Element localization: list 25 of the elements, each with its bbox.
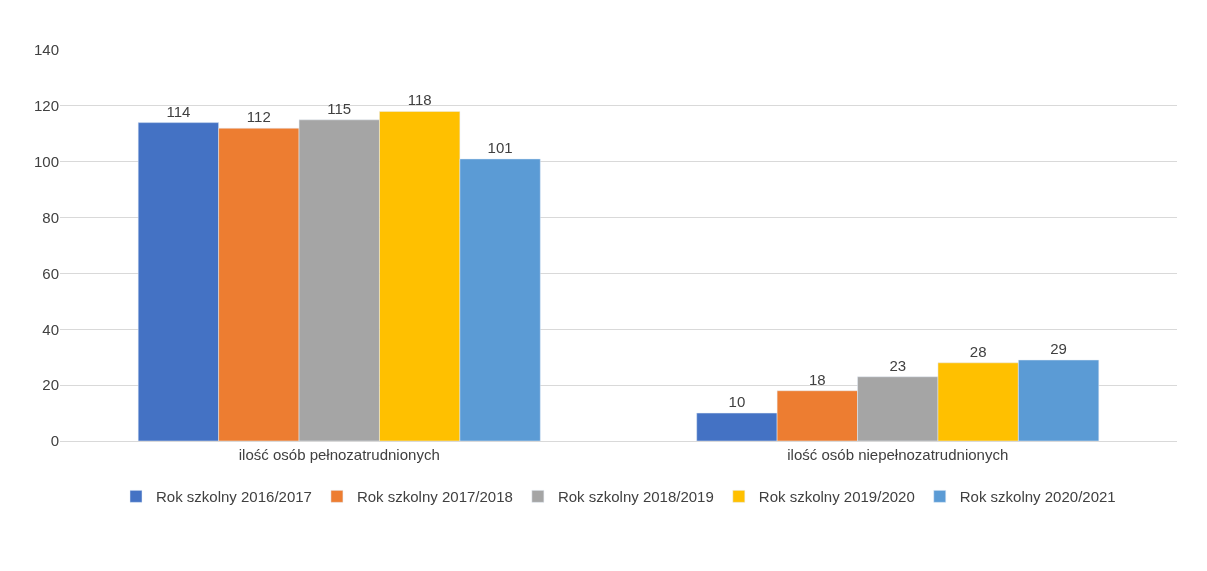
x-tick-label: ilość osób pełnozatrudnionych xyxy=(238,446,440,463)
legend-label: Rok szkolny 2019/2020 xyxy=(758,488,915,506)
y-tick-label: 120 xyxy=(33,97,59,115)
legend-label: Rok szkolny 2016/2017 xyxy=(156,488,312,506)
y-tick-label: 0 xyxy=(50,432,59,450)
y-tick-label: 140 xyxy=(33,41,59,59)
legend-label: Rok szkolny 2020/2021 xyxy=(959,488,1116,506)
y-tick-label: 100 xyxy=(33,152,59,170)
data-label: 118 xyxy=(407,91,432,109)
data-label: 29 xyxy=(1050,340,1067,358)
x-tick-label: ilość osób niepełnozatrudnionych xyxy=(787,446,1009,463)
data-label: 114 xyxy=(166,102,191,120)
data-label: 112 xyxy=(246,108,271,126)
data-label: 28 xyxy=(969,342,987,360)
data-label: 10 xyxy=(728,393,746,411)
data-label: 18 xyxy=(808,370,826,388)
data-label: 115 xyxy=(327,99,352,117)
legend-label: Rok szkolny 2017/2018 xyxy=(356,488,513,506)
y-tick-label: 80 xyxy=(42,208,59,226)
data-label: 101 xyxy=(487,138,513,156)
y-tick-label: 40 xyxy=(42,320,59,338)
legend-label: Rok szkolny 2018/2019 xyxy=(557,488,714,506)
data-label: 23 xyxy=(889,356,907,374)
y-tick-label: 60 xyxy=(42,264,59,282)
y-tick-label: 20 xyxy=(42,376,59,394)
